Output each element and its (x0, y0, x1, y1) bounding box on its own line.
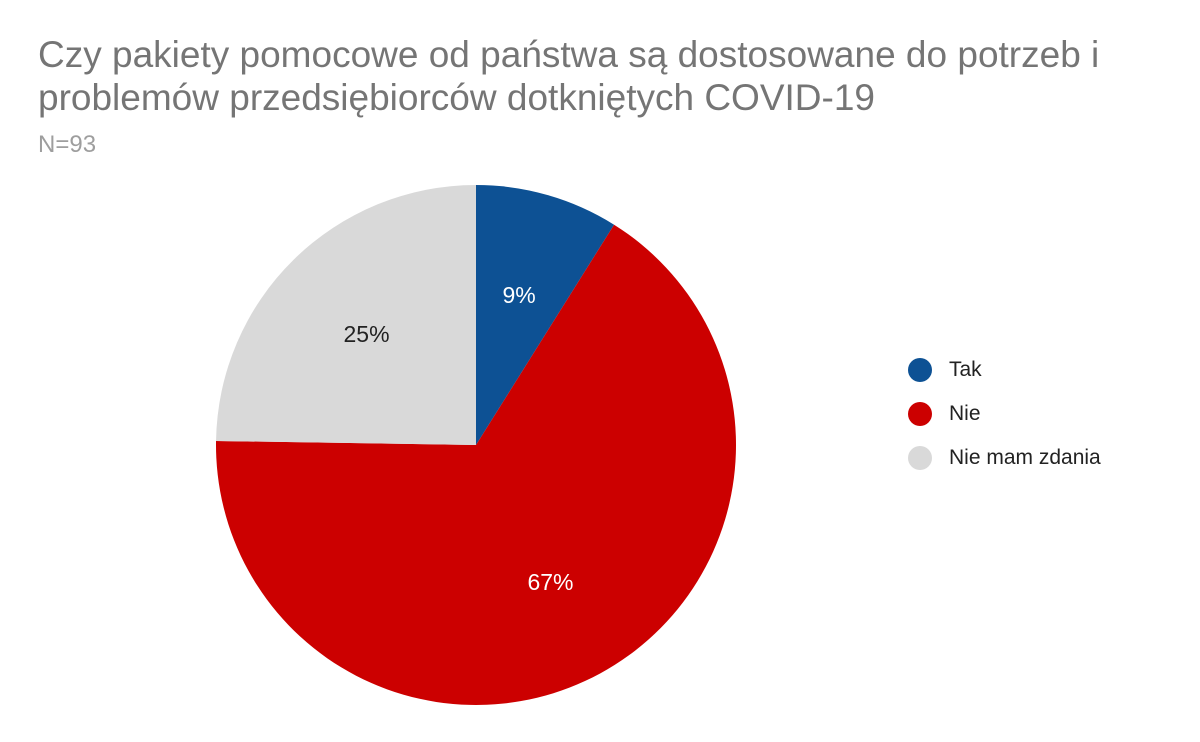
legend-item-tak: Tak (908, 348, 1101, 392)
pie-labels: 9% 67% 25% (344, 282, 574, 595)
legend-swatch (908, 358, 932, 382)
chart-subtitle: N=93 (38, 131, 97, 158)
pie-slice-nie-mam-zdania (216, 185, 477, 445)
pie-slice-nie (215, 224, 737, 705)
pie-slice-tak (476, 185, 615, 445)
chart-legend: Tak Nie Nie mam zdania (908, 348, 1101, 480)
legend-swatch (908, 446, 932, 470)
legend-swatch (908, 402, 932, 426)
pie-label-nie-mam-zdania: 25% (344, 321, 390, 347)
legend-item-nie: Nie (908, 392, 1101, 436)
pie-slices (215, 185, 737, 705)
pie-label-tak: 9% (502, 282, 535, 308)
legend-label: Tak (949, 358, 982, 381)
chart-title: Czy pakiety pomocowe od państwa są dosto… (38, 34, 1100, 118)
legend-label: Nie (949, 402, 981, 425)
legend-item-nie-mam-zdania: Nie mam zdania (908, 436, 1101, 480)
pie-label-nie: 67% (527, 569, 573, 595)
legend-label: Nie mam zdania (949, 446, 1101, 469)
